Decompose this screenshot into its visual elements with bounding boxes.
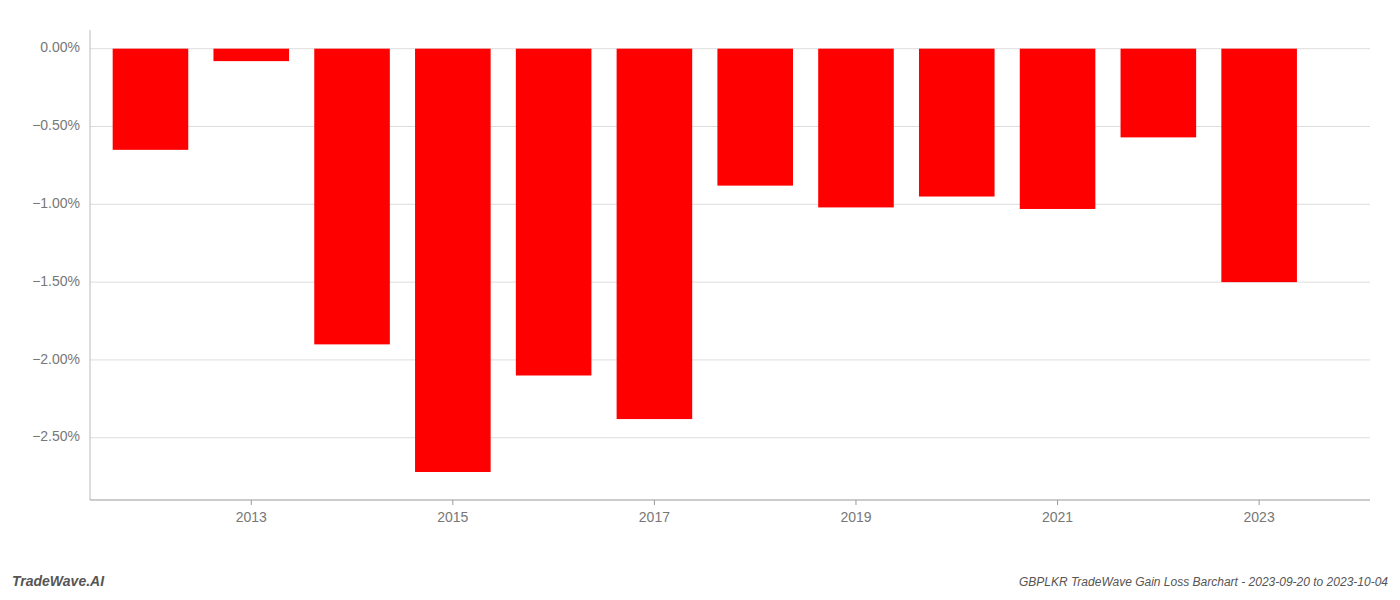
x-tick-label: 2015 [437, 509, 468, 525]
bar [113, 49, 189, 150]
y-tick-label: −1.50% [32, 273, 80, 289]
bar [1020, 49, 1096, 209]
x-axis: 2013 2015 2017 2019 2021 2023 [90, 500, 1370, 525]
grid-line [90, 204, 1370, 205]
bar [1121, 49, 1197, 138]
grid [90, 49, 1370, 438]
bars [113, 49, 1297, 472]
x-tick [855, 500, 856, 505]
x-tick [1057, 500, 1058, 505]
bar [1221, 49, 1297, 282]
x-tick [452, 500, 453, 505]
x-tick [654, 500, 655, 505]
bar [919, 49, 995, 197]
title: GBPLKR TradeWave Gain Loss Barchart - 20… [1019, 575, 1388, 589]
x-tick-label: 2017 [639, 509, 670, 525]
bar [717, 49, 793, 186]
x-tick [251, 500, 252, 505]
grid-line [90, 282, 1370, 283]
chart-svg: 0.00%−0.50%−1.00%−1.50%−2.00%−2.50%20132… [0, 0, 1400, 600]
bar [516, 49, 592, 376]
y-tick-label: −0.50% [32, 117, 80, 133]
watermark: TradeWave.AI [12, 573, 105, 589]
grid-line [90, 359, 1370, 360]
y-tick-label: −1.00% [32, 195, 80, 211]
x-tick-label: 2019 [840, 509, 871, 525]
chart-container: 0.00%−0.50%−1.00%−1.50%−2.00%−2.50%20132… [0, 0, 1400, 600]
y-axis: 0.00% −0.50% −1.00% −1.50% −2.00% −2.50% [32, 30, 90, 500]
bar [314, 49, 390, 345]
x-tick-label: 2023 [1244, 509, 1275, 525]
y-tick-label: 0.00% [40, 39, 80, 55]
x-tick-label: 2013 [236, 509, 267, 525]
y-tick-label: −2.50% [32, 428, 80, 444]
grid-line [90, 437, 1370, 438]
x-tick [1259, 500, 1260, 505]
bar [818, 49, 894, 208]
x-axis-line [90, 500, 1370, 501]
y-axis-line [90, 30, 91, 500]
bar [213, 49, 289, 61]
y-tick-label: −2.00% [32, 351, 80, 367]
bar [415, 49, 491, 472]
x-tick-label: 2021 [1042, 509, 1073, 525]
bar [617, 49, 693, 419]
